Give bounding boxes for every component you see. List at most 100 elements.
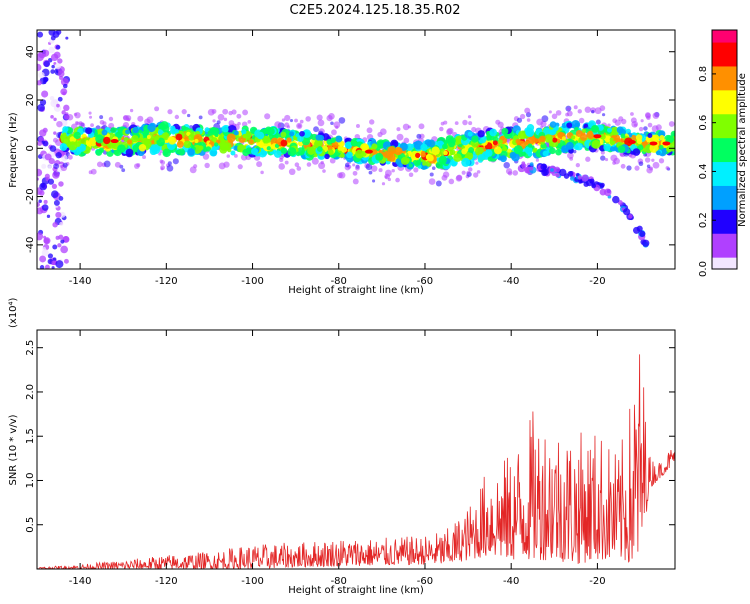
- halo-blob: [186, 113, 191, 118]
- halo-blob: [644, 157, 651, 163]
- halo-blob: [88, 111, 92, 115]
- noise-blob: [37, 31, 44, 38]
- ridge-blob: [583, 123, 589, 128]
- x-tick-label: -40: [503, 276, 519, 287]
- halo-blob: [473, 172, 479, 178]
- halo-blob: [56, 120, 63, 128]
- colorbar-gradient: [712, 30, 737, 270]
- branch-blob: [569, 176, 575, 181]
- ridge-blob: [230, 150, 236, 156]
- halo-blob: [429, 172, 434, 177]
- noise-blob: [49, 145, 57, 152]
- ridge-blob: [198, 145, 204, 151]
- halo-blob: [223, 117, 228, 122]
- halo-blob: [370, 165, 378, 172]
- colorbar-segment: [712, 217, 737, 222]
- colorbar-segment: [712, 81, 737, 87]
- ridge-blob: [632, 148, 641, 156]
- halo-blob: [137, 115, 144, 122]
- ridge-blob: [297, 135, 304, 142]
- halo-blob: [467, 115, 472, 119]
- ridge-blob: [242, 148, 250, 157]
- noise-blob: [53, 199, 60, 206]
- halo-blob: [647, 122, 653, 128]
- halo-blob: [567, 152, 574, 159]
- y-tick-label: 0.5: [25, 517, 36, 533]
- halo-blob: [193, 164, 198, 169]
- ridge-blob: [566, 122, 573, 129]
- ridge-blob: [209, 148, 218, 157]
- y-tick-label: 2.0: [25, 384, 36, 400]
- x-tick-label: -20: [589, 276, 605, 287]
- colorbar-segment: [712, 57, 737, 63]
- colorbar-segment: [712, 101, 737, 107]
- halo-blob: [166, 164, 174, 172]
- noise-blob: [55, 45, 61, 50]
- ridge-blob: [266, 146, 271, 151]
- ridge-blob: [597, 124, 604, 131]
- spectrogram-panel: -140 -120 -100 -80 -60 -40 -20 -40 -20 0 20 40 Hei…: [8, 29, 676, 296]
- ridge-blob: [132, 126, 139, 134]
- halo-blob: [233, 153, 238, 158]
- halo-blob: [646, 164, 651, 169]
- halo-blob: [567, 107, 571, 111]
- halo-blob: [428, 178, 436, 185]
- colorbar-segment: [712, 137, 737, 143]
- ridge-blob: [669, 142, 675, 152]
- ridge-blob: [299, 130, 305, 137]
- noise-blob: [44, 264, 50, 269]
- colorbar-segment: [712, 173, 737, 178]
- ridge-blob: [575, 142, 583, 151]
- halo-blob: [551, 113, 558, 120]
- noise-blob: [39, 99, 47, 106]
- ridge-blob: [544, 134, 553, 143]
- ridge-blob: [99, 148, 104, 154]
- ridge-blob: [362, 144, 369, 151]
- ridge-blob: [302, 129, 312, 138]
- noise-blob: [47, 253, 54, 259]
- colorbar-segment: [712, 37, 737, 43]
- ridge-blob: [636, 138, 643, 145]
- branch-blob: [581, 174, 589, 182]
- noise-blob: [61, 110, 66, 115]
- colorbar-segment: [712, 265, 737, 270]
- halo-blob: [595, 119, 601, 125]
- branch-blob: [554, 166, 561, 173]
- ridge-blob: [146, 134, 151, 140]
- halo-blob: [440, 121, 445, 126]
- ridge-blob: [248, 139, 254, 145]
- branch-blob: [591, 183, 597, 189]
- halo-blob: [306, 162, 312, 167]
- ridge-blob: [327, 149, 334, 155]
- x-tick-label: -140: [69, 276, 92, 287]
- ridge-blob: [574, 122, 580, 128]
- ridge-blob: [331, 141, 339, 149]
- ridge-blob: [158, 122, 167, 130]
- ridge-blob: [561, 136, 567, 141]
- noise-blob: [48, 46, 55, 54]
- halo-blob: [466, 170, 471, 176]
- branch-blob: [540, 163, 548, 171]
- hotspot-blob: [110, 139, 119, 144]
- noise-blob: [60, 245, 68, 254]
- halo-blob: [441, 174, 448, 181]
- halo-blob: [416, 133, 422, 139]
- ridge-blob: [575, 130, 583, 137]
- halo-blob: [519, 113, 526, 120]
- noise-blob: [53, 131, 57, 135]
- halo-blob: [284, 114, 291, 122]
- halo-blob: [594, 107, 602, 115]
- noise-blob: [51, 260, 56, 266]
- x-tick-label: -140: [69, 576, 92, 587]
- noise-blob: [54, 63, 62, 70]
- noise-blob: [41, 204, 49, 211]
- ridge-blob: [421, 150, 426, 156]
- halo-blob: [129, 108, 134, 113]
- colorbar-segment: [712, 121, 737, 127]
- noise-blob: [63, 104, 70, 112]
- halo-blob: [418, 123, 425, 130]
- ridge-blob: [515, 138, 521, 145]
- x-tick-label: -100: [241, 576, 264, 587]
- branch-blob: [555, 173, 560, 178]
- ridge-blob: [649, 143, 659, 153]
